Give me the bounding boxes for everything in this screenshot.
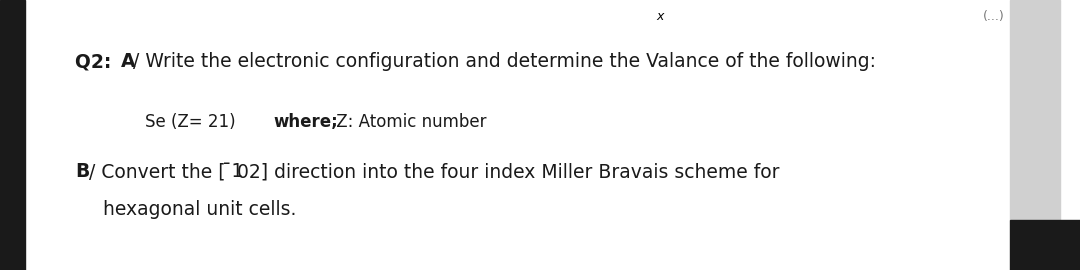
Bar	[1010, 0, 1059, 220]
Text: ¯1: ¯1	[222, 162, 243, 181]
Text: Se (Z= 21): Se (Z= 21)	[145, 113, 235, 131]
Text: where;: where;	[273, 113, 338, 131]
Text: Q2:: Q2:	[75, 52, 118, 71]
Text: x: x	[657, 10, 664, 23]
Text: Z: Atomic number: Z: Atomic number	[330, 113, 486, 131]
Text: / Write the electronic configuration and determine the Valance of the following:: / Write the electronic configuration and…	[133, 52, 876, 71]
Text: B: B	[75, 162, 90, 181]
Text: 02] direction into the four index Miller Bravais scheme for: 02] direction into the four index Miller…	[237, 162, 780, 181]
Text: / Convert the [: / Convert the [	[89, 162, 226, 181]
Text: (...): (...)	[983, 10, 1005, 23]
Text: hexagonal unit cells.: hexagonal unit cells.	[103, 200, 296, 219]
Bar	[1010, 220, 1080, 270]
Text: A: A	[121, 52, 135, 71]
Bar	[0, 0, 25, 270]
